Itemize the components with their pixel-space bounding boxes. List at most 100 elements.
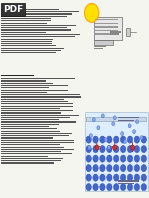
Circle shape — [134, 146, 140, 153]
Circle shape — [93, 174, 98, 181]
Bar — [1, 20, 51, 21]
Circle shape — [114, 165, 119, 172]
Circle shape — [134, 174, 140, 181]
Bar — [95, 26, 118, 28]
Bar — [1, 156, 48, 157]
Circle shape — [131, 145, 135, 150]
Circle shape — [107, 136, 112, 143]
Circle shape — [114, 184, 119, 191]
Circle shape — [100, 146, 105, 153]
Bar — [1, 23, 47, 24]
Circle shape — [127, 184, 133, 191]
Circle shape — [114, 155, 119, 162]
Bar — [1, 87, 49, 89]
Circle shape — [127, 165, 133, 172]
Circle shape — [86, 165, 91, 172]
Circle shape — [141, 146, 146, 153]
Circle shape — [84, 3, 99, 22]
Bar — [1, 108, 60, 109]
Circle shape — [86, 184, 91, 191]
Bar — [1, 83, 53, 84]
Bar — [94, 46, 106, 47]
Circle shape — [89, 134, 92, 138]
Circle shape — [100, 184, 105, 191]
Bar — [95, 33, 118, 35]
Bar — [1, 128, 57, 129]
Circle shape — [93, 184, 98, 191]
Circle shape — [121, 132, 124, 136]
Bar — [1, 142, 74, 143]
Bar — [1, 126, 49, 127]
Circle shape — [107, 184, 112, 191]
Bar — [1, 158, 63, 159]
Bar — [1, 27, 67, 28]
Circle shape — [100, 155, 105, 162]
Bar — [1, 32, 46, 33]
Bar — [1, 133, 72, 134]
Bar — [1, 45, 56, 47]
Circle shape — [127, 136, 133, 143]
Bar — [1, 117, 70, 118]
Circle shape — [100, 136, 105, 143]
Bar — [94, 40, 113, 45]
Bar — [1, 34, 80, 35]
Bar — [95, 23, 118, 24]
Circle shape — [104, 138, 107, 142]
Bar — [1, 124, 59, 125]
Bar — [118, 180, 139, 182]
Circle shape — [120, 174, 126, 181]
Bar — [1, 25, 76, 26]
Bar — [1, 36, 75, 37]
Bar — [95, 30, 118, 31]
Bar — [1, 75, 34, 76]
Circle shape — [141, 184, 146, 191]
Circle shape — [86, 174, 91, 181]
Bar — [1, 151, 61, 152]
Bar — [1, 13, 72, 15]
Bar — [110, 31, 121, 33]
Bar — [1, 85, 67, 86]
Circle shape — [95, 145, 99, 150]
Circle shape — [88, 146, 91, 149]
Circle shape — [120, 155, 126, 162]
Circle shape — [93, 136, 98, 143]
Bar — [1, 112, 60, 113]
Bar — [1, 94, 80, 95]
Bar — [1, 41, 52, 42]
Circle shape — [86, 155, 91, 162]
Circle shape — [140, 136, 143, 140]
Bar — [118, 120, 134, 121]
Circle shape — [127, 155, 133, 162]
Circle shape — [86, 136, 91, 143]
Circle shape — [113, 116, 116, 120]
Bar — [1, 50, 61, 51]
Circle shape — [128, 124, 131, 128]
Bar — [94, 48, 103, 49]
Circle shape — [141, 174, 146, 181]
Bar — [1, 110, 73, 111]
Bar — [1, 52, 56, 53]
Bar — [1, 144, 59, 145]
Circle shape — [112, 122, 115, 126]
Circle shape — [107, 165, 112, 172]
Circle shape — [86, 146, 91, 153]
Bar — [1, 106, 73, 107]
Circle shape — [107, 174, 112, 181]
Circle shape — [114, 136, 119, 143]
Bar — [1, 153, 72, 154]
Bar — [1, 103, 73, 104]
Bar — [1, 11, 79, 12]
Bar — [1, 137, 53, 139]
Bar — [118, 117, 139, 118]
Circle shape — [124, 140, 127, 144]
Bar — [1, 38, 53, 40]
Bar — [1, 162, 54, 164]
Circle shape — [120, 165, 126, 172]
Bar — [110, 33, 119, 35]
Circle shape — [127, 174, 133, 181]
Circle shape — [134, 155, 140, 162]
Circle shape — [134, 136, 140, 143]
Bar — [1, 18, 51, 19]
Circle shape — [100, 165, 105, 172]
Bar — [1, 135, 69, 136]
